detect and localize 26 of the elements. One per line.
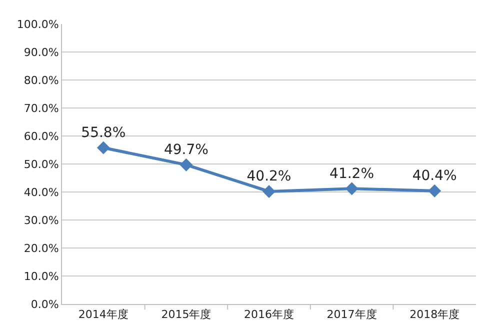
point bbox=[262, 184, 276, 198]
point bbox=[428, 184, 442, 198]
point bbox=[345, 182, 358, 196]
data-label: 40.4% bbox=[412, 168, 457, 184]
y-tick-label: 0.0% bbox=[30, 298, 59, 311]
x-tick-label: 2017年度 bbox=[326, 308, 377, 322]
y-tick-label: 90.0% bbox=[24, 46, 59, 59]
x-tick-label: 2018年度 bbox=[410, 308, 460, 322]
x-tick-label: 2015年度 bbox=[161, 308, 212, 322]
x-tick-label: 2016年度 bbox=[244, 308, 294, 322]
y-tick-label: 80.0% bbox=[24, 74, 59, 87]
y-tick-label: 20.0% bbox=[24, 242, 59, 255]
y-tick-label: 100.0% bbox=[16, 18, 59, 31]
y-tick-label: 40.0% bbox=[24, 186, 59, 199]
y-tick-label: 50.0% bbox=[24, 158, 59, 171]
y-tick-label: 30.0% bbox=[24, 214, 59, 227]
y-tick-label: 70.0% bbox=[24, 102, 59, 115]
data-label: 55.8% bbox=[81, 125, 126, 142]
point bbox=[96, 141, 110, 154]
data-label: 40.2% bbox=[246, 168, 292, 185]
y-tick-label: 10.0% bbox=[24, 270, 59, 283]
data-label: 41.2% bbox=[330, 166, 374, 182]
point bbox=[180, 158, 193, 172]
data-label: 49.7% bbox=[164, 142, 208, 158]
x-tick-label: 2014年度 bbox=[78, 308, 128, 322]
y-tick-label: 60.0% bbox=[24, 130, 59, 143]
